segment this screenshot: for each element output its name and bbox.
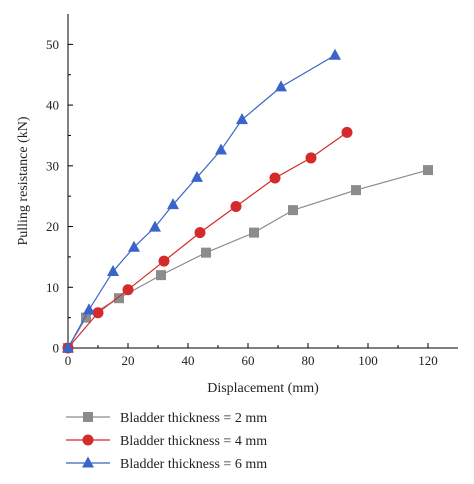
series-2 xyxy=(62,126,353,354)
y-tick-label: 50 xyxy=(46,37,59,52)
series-3 xyxy=(62,48,341,353)
x-tick-label: 0 xyxy=(65,353,72,368)
data-point-triangle xyxy=(149,220,161,232)
x-tick-label: 40 xyxy=(182,353,195,368)
legend-label: Bladder thickness = 2 mm xyxy=(120,411,267,426)
y-tick-label: 0 xyxy=(53,341,60,356)
data-point-triangle xyxy=(215,143,227,155)
data-point-triangle xyxy=(128,240,140,252)
data-point-square xyxy=(81,312,91,323)
legend-item: Bladder thickness = 2 mm xyxy=(66,411,267,426)
data-point-circle xyxy=(341,126,353,138)
x-tick-label: 20 xyxy=(122,353,135,368)
data-point-square xyxy=(201,247,211,258)
series-layer xyxy=(62,48,433,354)
legend-item: Bladder thickness = 6 mm xyxy=(66,456,267,472)
data-point-square xyxy=(249,227,259,238)
data-point-triangle xyxy=(167,198,179,210)
data-point-circle xyxy=(92,307,104,319)
data-point-triangle xyxy=(107,264,119,276)
series-line xyxy=(67,169,429,349)
legend-marker-circle xyxy=(82,434,94,446)
data-point-square xyxy=(351,185,361,196)
data-point-square xyxy=(423,165,433,176)
data-point-triangle xyxy=(62,341,74,353)
data-point-circle xyxy=(122,284,134,296)
data-point-triangle xyxy=(329,48,341,60)
y-tick-label: 10 xyxy=(46,280,59,295)
data-point-triangle xyxy=(236,113,248,125)
data-point-circle xyxy=(194,227,206,239)
y-tick-label: 30 xyxy=(46,158,59,173)
data-point-circle xyxy=(230,201,242,213)
data-point-circle xyxy=(305,152,317,164)
legend-marker-triangle xyxy=(82,456,94,468)
x-tick-label: 60 xyxy=(242,353,255,368)
axes xyxy=(67,14,458,349)
legend-label: Bladder thickness = 6 mm xyxy=(120,457,267,472)
data-point-triangle xyxy=(275,80,287,92)
x-axis-title: Displacement (mm) xyxy=(207,381,319,396)
data-point-triangle xyxy=(191,170,203,182)
x-tick-label: 100 xyxy=(358,353,378,368)
y-axis-title: Pulling resistance (kN) xyxy=(16,116,31,245)
legend-label: Bladder thickness = 4 mm xyxy=(120,434,267,449)
data-point-square xyxy=(288,205,298,216)
data-point-square xyxy=(114,293,124,304)
legend-item: Bladder thickness = 4 mm xyxy=(66,434,267,449)
series-1 xyxy=(63,165,433,353)
data-point-circle xyxy=(269,172,281,184)
y-tick-label: 40 xyxy=(46,98,59,113)
y-tick-label: 20 xyxy=(46,219,59,234)
y-ticks: 0 10 20 30 40 50 xyxy=(46,37,73,356)
x-tick-label: 120 xyxy=(418,353,438,368)
data-point-circle xyxy=(158,255,170,267)
x-ticks: 0 20 40 60 80 100 120 xyxy=(65,343,438,368)
legend-marker-square xyxy=(83,412,93,422)
legend: Bladder thickness = 2 mm Bladder thicknes… xyxy=(66,411,267,472)
data-point-triangle xyxy=(83,303,95,315)
data-point-square xyxy=(156,270,166,281)
x-tick-label: 80 xyxy=(302,353,315,368)
